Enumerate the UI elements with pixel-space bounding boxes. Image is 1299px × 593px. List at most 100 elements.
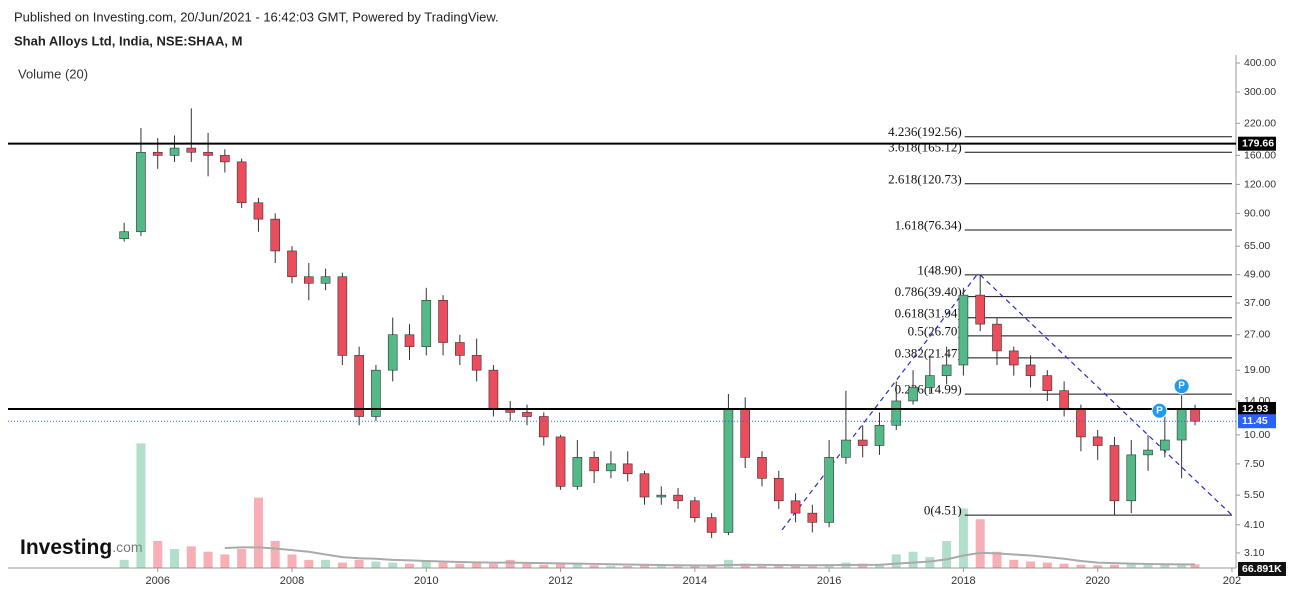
volume-bar: [1143, 564, 1153, 568]
volume-bar: [153, 540, 163, 568]
candle-body: [538, 416, 549, 438]
candle-body: [773, 478, 784, 502]
candle-body: [119, 231, 129, 240]
symbol-title: Shah Alloys Ltd, India, NSE:SHAA, M: [14, 34, 242, 49]
candle-body: [807, 512, 818, 523]
marker: [1151, 402, 1168, 419]
candle-body: [152, 151, 163, 156]
volume-bar: [1059, 563, 1069, 568]
candle-body: [975, 294, 985, 325]
volume-bar: [1126, 563, 1136, 568]
volume-bar: [253, 497, 263, 568]
candle-body: [1042, 375, 1053, 391]
volume-bar: [505, 559, 515, 568]
candle-body: [522, 412, 532, 417]
volume-bar: [304, 559, 314, 568]
y-tick-label: 120.00: [1244, 178, 1276, 190]
candle-body: [723, 408, 734, 533]
candle-body: [857, 439, 868, 446]
volume-bar: [438, 562, 448, 568]
candle-body: [354, 355, 364, 417]
candle-body: [908, 387, 918, 402]
fib-label: 0(4.51): [924, 503, 962, 518]
candle-body: [455, 342, 465, 356]
volume-bar: [623, 565, 633, 568]
volume-bar: [321, 559, 331, 568]
volume-bar: [556, 563, 566, 568]
price-label-box: [1238, 414, 1276, 429]
volume-bar: [170, 549, 180, 568]
candle-body: [874, 424, 885, 446]
y-tick-label: 5.50: [1244, 489, 1265, 501]
volume-bar: [908, 551, 918, 568]
logo: Investing.com: [20, 536, 143, 559]
volume-bar: [270, 540, 280, 568]
volume-bar: [707, 565, 717, 568]
volume-bar: [723, 559, 733, 568]
y-tick-label: 3.10: [1244, 547, 1265, 559]
fib-label: 0.618(31.94): [895, 305, 962, 320]
volume-bar: [421, 561, 431, 568]
volume-bar: [388, 562, 398, 568]
volume-bar: [606, 565, 616, 568]
candle-body: [404, 334, 415, 347]
y-tick-label: 65.00: [1244, 240, 1270, 252]
volume-bar: [136, 443, 146, 568]
volume-bar: [673, 566, 683, 568]
y-tick-label: 160.00: [1244, 149, 1276, 161]
marker-label: P: [1178, 381, 1185, 392]
x-tick-label: 2006: [145, 575, 169, 587]
candle-body: [488, 369, 499, 409]
candle-body: [958, 294, 969, 366]
volume-bar: [354, 559, 364, 568]
x-tick-label: 2012: [548, 575, 572, 587]
volume-bar: [220, 554, 230, 568]
price-label-box: [1238, 401, 1276, 416]
volume-bar: [1177, 564, 1187, 568]
x-tick-label: 202: [1223, 575, 1241, 587]
candle-body: [320, 276, 331, 284]
candle-body: [622, 463, 633, 475]
fib-label: 3.618(165.12): [888, 140, 962, 155]
y-tick-label: 220.00: [1244, 117, 1276, 129]
candle-body: [1126, 454, 1137, 502]
x-tick-label: 2010: [414, 575, 438, 587]
candle-body: [992, 323, 1002, 352]
candle-body: [236, 161, 247, 204]
candle-body: [1190, 408, 1200, 422]
fib-label: 0.5(26.70): [908, 323, 962, 338]
candle-body: [1008, 350, 1019, 366]
volume-bar: [925, 557, 935, 568]
volume-bar: [824, 564, 834, 568]
fib-label: 0.382(21.47): [895, 345, 962, 360]
candle-body: [287, 250, 297, 278]
fib-label: 1(48.90): [917, 262, 961, 277]
candle-body: [639, 473, 650, 498]
volume-bar: [807, 566, 817, 568]
candle-body: [270, 218, 281, 252]
volume-bar: [371, 561, 381, 568]
trendline: [979, 274, 1233, 516]
fib-label: 2.618(120.73): [888, 171, 962, 186]
candle-body: [589, 457, 599, 472]
volume-bar: [455, 563, 465, 568]
volume-bar: [337, 562, 347, 568]
volume-bar: [1109, 564, 1119, 568]
candle-body: [841, 439, 851, 458]
volume-bar: [1076, 564, 1086, 568]
volume-bar: [1093, 565, 1103, 568]
y-tick-label: 4.10: [1244, 519, 1265, 531]
volume-bar: [203, 551, 213, 568]
x-tick-label: 2020: [1085, 575, 1109, 587]
volume-bar: [488, 563, 498, 568]
volume-bar: [186, 546, 196, 568]
volume-bar: [891, 554, 901, 568]
y-tick-label: 90.00: [1244, 207, 1270, 219]
candle-body: [1176, 408, 1187, 441]
y-tick-label: 49.00: [1244, 269, 1270, 281]
volume-bar: [522, 563, 532, 568]
y-tick-label: 400.00: [1244, 57, 1276, 69]
volume-bar: [690, 565, 700, 568]
price-label: 179.66: [1242, 138, 1274, 150]
